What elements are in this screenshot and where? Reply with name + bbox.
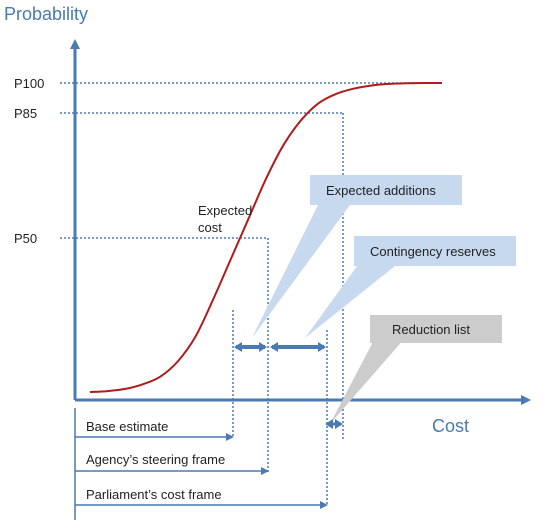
s-curve-series — [89, 81, 443, 393]
callout-contingency-reserves: Contingency reserves — [370, 244, 496, 259]
y-tick-p100: P100 — [14, 76, 44, 91]
frame-base-estimate: Base estimate — [86, 419, 168, 434]
callout-pointer-contingency — [305, 262, 400, 338]
callout-box-reduction — [370, 315, 502, 343]
callout-box-contingency — [354, 236, 516, 266]
callout-reduction-list: Reduction list — [392, 322, 470, 337]
expected-cost-label: Expected cost — [198, 203, 256, 235]
frame-parliament-cost: Parliament’s cost frame — [86, 487, 222, 502]
callout-pointer-reduction — [330, 338, 405, 424]
frame-agency-steering: Agency’s steering frame — [86, 452, 225, 467]
callout-pointer-expected-additions — [252, 205, 350, 338]
y-axis-title: Probability — [4, 4, 88, 24]
callout-expected-additions: Expected additions — [326, 183, 436, 198]
y-tick-p50: P50 — [14, 231, 37, 246]
callout-box-expected-additions — [310, 175, 462, 205]
x-axis-title: Cost — [432, 416, 469, 436]
y-tick-p85: P85 — [14, 106, 37, 121]
